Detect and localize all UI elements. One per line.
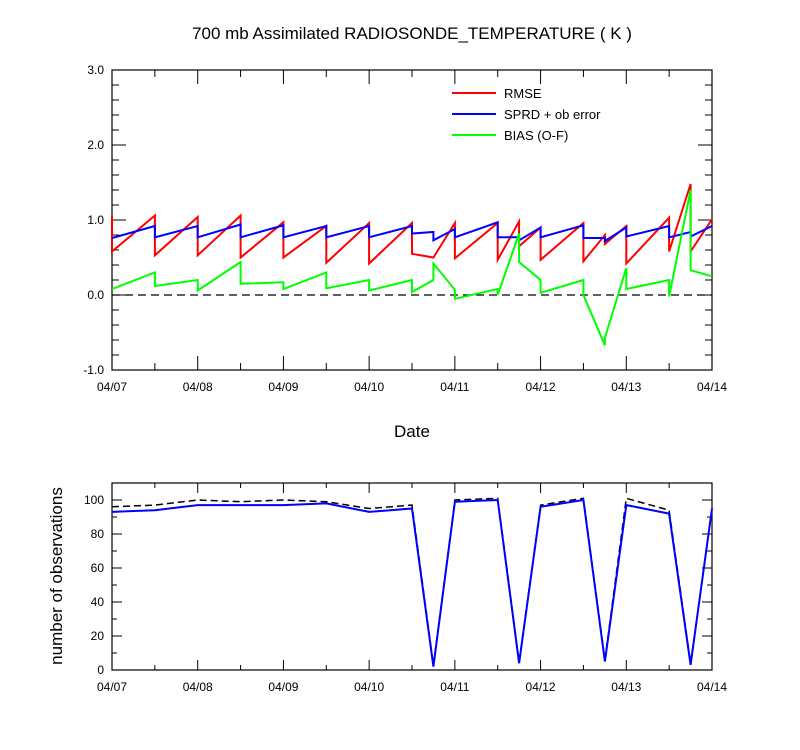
y-tick-label: 40	[91, 595, 105, 609]
chart-title: 700 mb Assimilated RADIOSONDE_TEMPERATUR…	[192, 24, 632, 43]
x-tick-label: 04/08	[183, 680, 213, 694]
x-tick-label: 04/12	[526, 380, 556, 394]
plot-frame	[111, 69, 713, 371]
y-axis-label: number of observations	[47, 487, 66, 665]
x-tick-label: 04/12	[526, 680, 556, 694]
x-tick-label: 04/14	[697, 680, 727, 694]
y-tick-label: 100	[84, 493, 104, 507]
x-tick-label: 04/08	[183, 380, 213, 394]
legend-entry: BIAS (O-F)	[504, 128, 568, 143]
top-panel: 04/07 04/08 04/09 04/10 04/11 04/12 04/13 04/14…	[83, 63, 727, 394]
x-tick-label: 04/11	[440, 680, 469, 694]
y-tick-label: 1.0	[87, 213, 104, 227]
y-tick-label: 3.0	[87, 63, 104, 77]
legend-entry: SPRD + ob error	[504, 107, 601, 122]
y-tick-label: 0	[97, 663, 104, 677]
x-tick-label: 04/10	[354, 380, 384, 394]
x-tick-label: 04/07	[97, 680, 127, 694]
x-tick-label: 04/10	[354, 680, 384, 694]
y-tick-label: 20	[91, 629, 105, 643]
x-tick-label: 04/09	[268, 680, 298, 694]
series-line-2	[111, 189, 713, 346]
series-line-0	[111, 497, 713, 665]
legend-entry: RMSE	[504, 86, 542, 101]
y-tick-label: 80	[91, 527, 105, 541]
x-axis-label: Date	[394, 422, 430, 441]
x-tick-label: 04/13	[611, 680, 641, 694]
x-tick-label: 04/09	[268, 380, 298, 394]
series-line-1	[111, 220, 713, 243]
y-tick-label: 2.0	[87, 138, 104, 152]
x-tick-label: 04/13	[611, 380, 641, 394]
series-line-1	[111, 498, 713, 667]
series-line-0	[111, 183, 713, 267]
y-tick-label: 60	[91, 561, 105, 575]
y-tick-label: 0.0	[87, 288, 104, 302]
bottom-panel: 04/07 04/08 04/09 04/10 04/11 04/12 04/13 04/14…	[84, 482, 727, 694]
x-tick-label: 04/11	[440, 380, 469, 394]
y-tick-label: -1.0	[83, 363, 104, 377]
x-tick-label: 04/14	[697, 380, 727, 394]
x-tick-label: 04/07	[97, 380, 127, 394]
